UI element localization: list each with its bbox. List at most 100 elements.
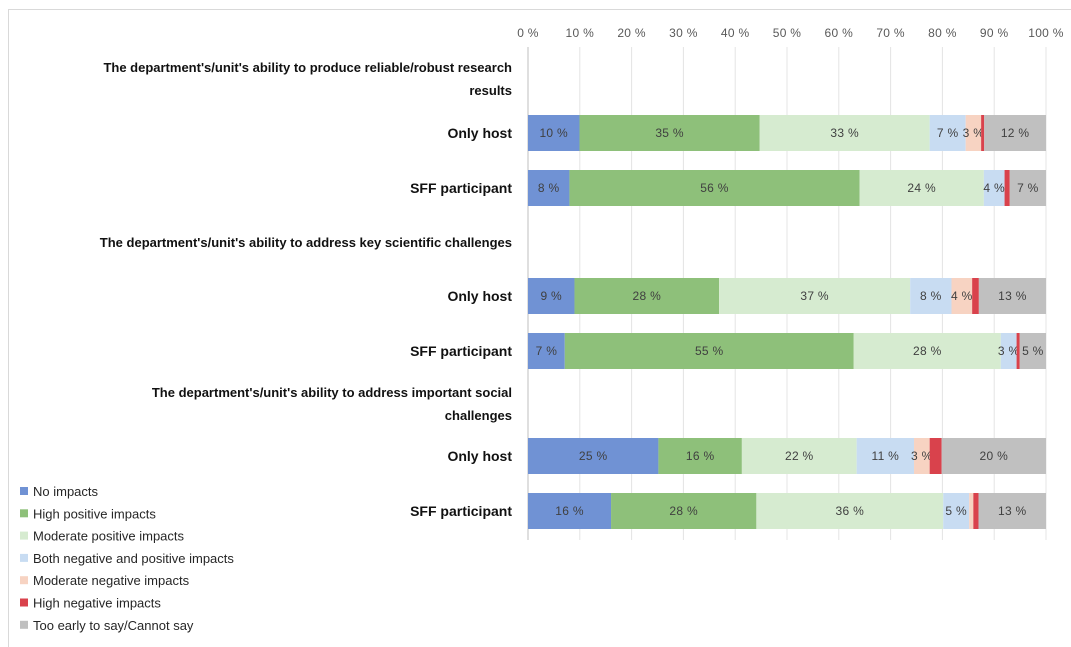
group-title: The department's/unit's ability to produ… <box>103 60 512 75</box>
bar-segment <box>759 115 930 151</box>
bar-segment <box>756 493 944 529</box>
x-tick-label: 0 % <box>517 26 539 40</box>
data-label: 28 % <box>633 289 662 303</box>
legend-swatch <box>20 487 28 495</box>
bar-segment <box>978 493 1046 529</box>
legend-label: High positive impacts <box>33 506 156 521</box>
data-label: 36 % <box>836 504 865 518</box>
data-label: 25 % <box>579 449 608 463</box>
bar-segment <box>984 115 1046 151</box>
bar-segment <box>528 115 580 151</box>
bar-segment <box>910 278 952 314</box>
bar-segment <box>969 493 974 529</box>
chart-frame <box>8 9 1071 647</box>
legend-label: Moderate positive impacts <box>33 529 185 544</box>
bar-segment <box>983 170 1005 206</box>
group-title: The department's/unit's ability to addre… <box>100 235 512 250</box>
data-label: 35 % <box>655 126 684 140</box>
legend-swatch <box>20 620 28 629</box>
bar-segment <box>981 115 985 151</box>
x-tick-label: 70 % <box>876 26 905 40</box>
category-label: Only host <box>447 288 512 304</box>
data-label: 12 % <box>1001 126 1030 140</box>
data-label: 8 % <box>538 181 560 195</box>
legend-label: No impacts <box>33 484 99 499</box>
category-label: SFF participant <box>410 180 512 196</box>
data-label: 9 % <box>540 289 562 303</box>
x-tick-label: 30 % <box>669 26 698 40</box>
data-label: 8 % <box>920 289 942 303</box>
bar-segment <box>528 170 570 206</box>
legend-swatch <box>20 598 28 607</box>
data-label: 4 % <box>951 289 973 303</box>
bar-segment <box>941 438 1046 474</box>
legend-swatch <box>20 576 28 585</box>
bar-segment <box>978 278 1046 314</box>
data-label: 7 % <box>536 344 558 358</box>
bar-segment <box>528 278 575 314</box>
data-label: 7 % <box>937 126 959 140</box>
data-label: 4 % <box>983 181 1005 195</box>
category-label: SFF participant <box>410 503 512 519</box>
bar-segment <box>859 170 984 206</box>
data-label: 5 % <box>945 504 967 518</box>
bar-segment <box>611 493 757 529</box>
x-tick-label: 10 % <box>566 26 595 40</box>
legend-swatch <box>20 509 28 518</box>
bar-segment <box>569 170 860 206</box>
category-label: Only host <box>447 125 512 141</box>
legend-swatch <box>20 531 28 540</box>
data-label: 55 % <box>695 344 724 358</box>
group-title: The department's/unit's ability to addre… <box>152 385 512 400</box>
data-label: 5 % <box>1022 344 1044 358</box>
legend-label: Moderate negative impacts <box>33 573 190 588</box>
bar-segment <box>853 333 1001 369</box>
data-label: 13 % <box>998 289 1027 303</box>
data-label: 56 % <box>700 181 729 195</box>
data-label: 3 % <box>963 126 985 140</box>
data-label: 24 % <box>907 181 936 195</box>
bar-segment <box>658 438 742 474</box>
category-label: Only host <box>447 448 512 464</box>
data-label: 3 % <box>911 449 933 463</box>
x-tick-label: 40 % <box>721 26 750 40</box>
legend-label: Too early to say/Cannot say <box>33 618 194 633</box>
data-label: 7 % <box>1017 181 1039 195</box>
data-label: 3 % <box>998 344 1020 358</box>
x-tick-label: 100 % <box>1028 26 1064 40</box>
data-label: 37 % <box>800 289 829 303</box>
legend-label: Both negative and positive impacts <box>33 551 234 566</box>
bar-segment <box>856 438 915 474</box>
bar-segment <box>574 278 720 314</box>
data-label: 16 % <box>555 504 584 518</box>
x-tick-label: 20 % <box>617 26 646 40</box>
x-tick-label: 50 % <box>773 26 802 40</box>
bar-segment <box>528 333 565 369</box>
bar-segment <box>1000 333 1017 369</box>
bar-segment <box>528 438 659 474</box>
x-tick-label: 80 % <box>928 26 957 40</box>
bar-segment <box>951 278 973 314</box>
data-label: 16 % <box>686 449 715 463</box>
bar-segment <box>1009 170 1046 206</box>
data-label: 22 % <box>785 449 814 463</box>
bar-segment <box>1004 170 1010 206</box>
bar-segment <box>965 115 982 151</box>
bar-segment <box>741 438 857 474</box>
group-title: results <box>469 83 512 98</box>
bar-segment <box>929 438 942 474</box>
data-label: 28 % <box>913 344 942 358</box>
bar-segment <box>1019 333 1046 369</box>
group-title: challenges <box>445 408 512 423</box>
bar-segment <box>564 333 854 369</box>
data-label: 11 % <box>871 449 899 463</box>
x-tick-label: 60 % <box>825 26 854 40</box>
x-tick-label: 90 % <box>980 26 1009 40</box>
bar-segment <box>943 493 970 529</box>
data-label: 10 % <box>539 126 568 140</box>
bar-segment <box>579 115 760 151</box>
bar-segment <box>972 278 979 314</box>
bar-segment <box>914 438 930 474</box>
bar-segment <box>1016 333 1020 369</box>
